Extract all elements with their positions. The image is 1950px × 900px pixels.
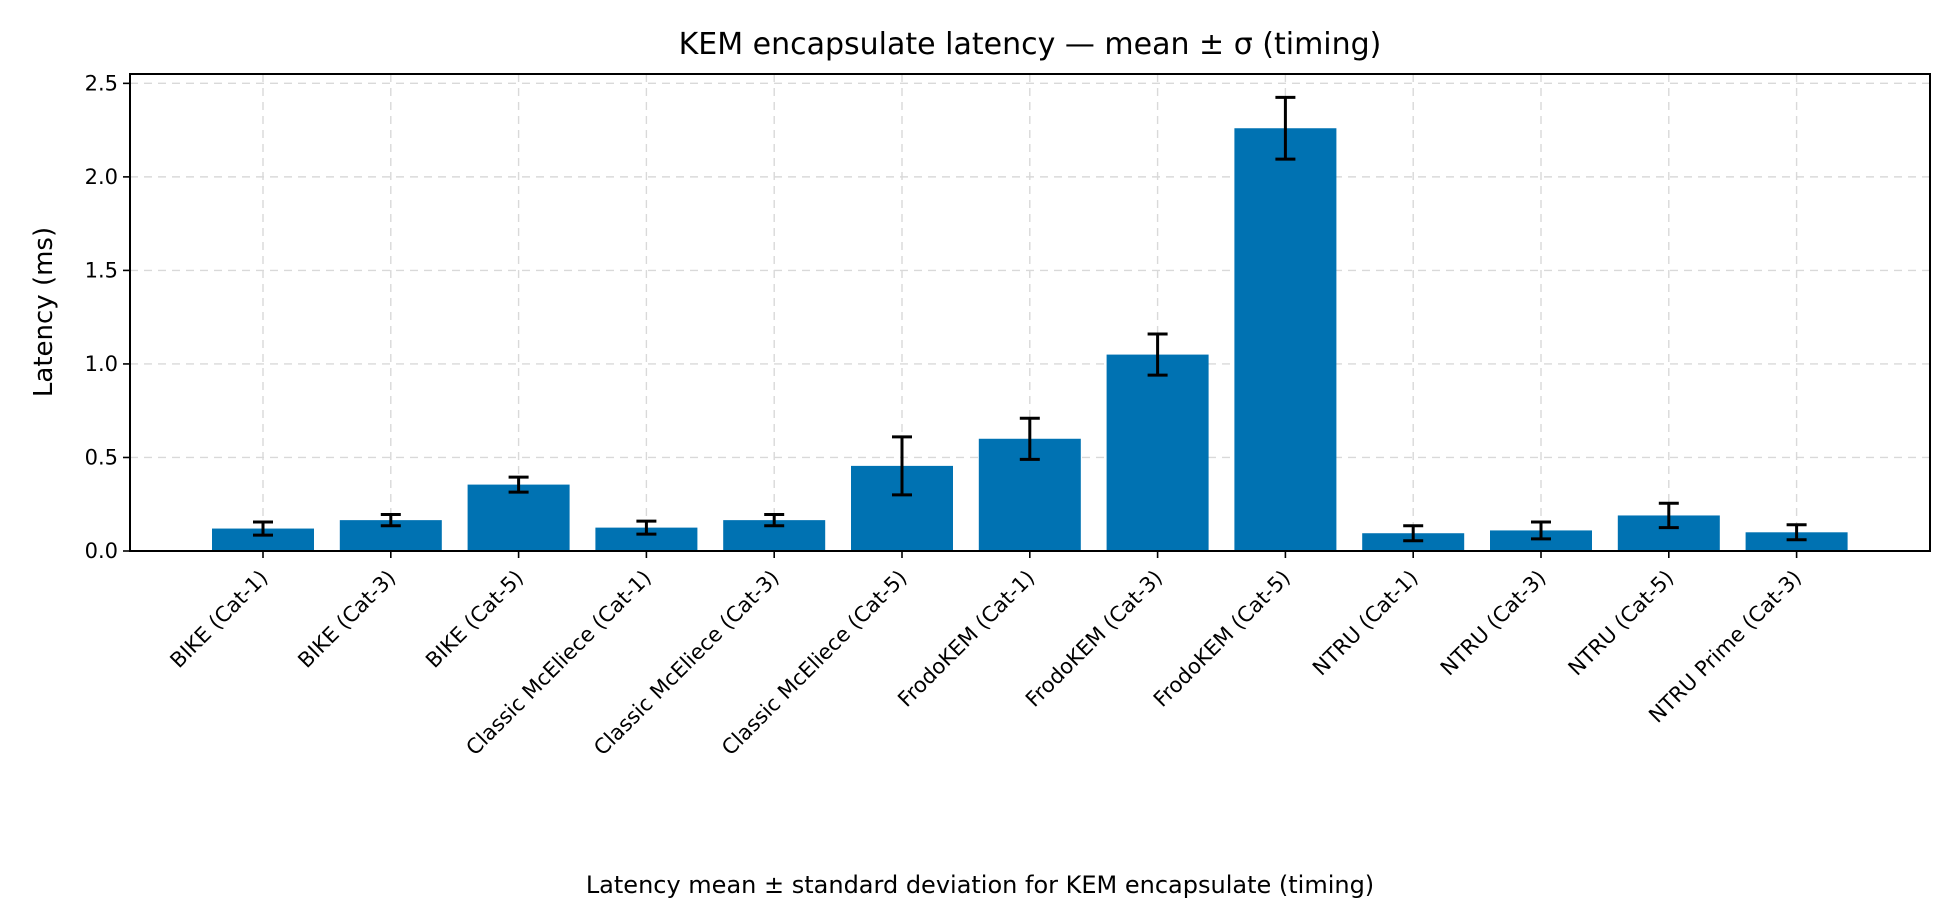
chart-caption: Latency mean ± standard deviation for KE…	[586, 871, 1374, 899]
error-bar	[1275, 95, 1296, 161]
y-tick-label: 1.5	[85, 258, 118, 282]
x-tick-label: BIKE (Cat-1)	[165, 566, 272, 673]
x-tick-label: FrodoKEM (Cat-5)	[1149, 566, 1295, 712]
error-bar	[764, 513, 785, 528]
error-bar	[1658, 501, 1679, 530]
error-bar	[380, 513, 401, 528]
bars	[212, 128, 1848, 551]
error-bar	[1147, 332, 1168, 377]
error-bar	[253, 520, 273, 537]
x-tick-label: BIKE (Cat-5)	[421, 566, 528, 673]
x-axis-ticks: BIKE (Cat-1) BIKE (Cat-3) BIKE (Cat-5)Clas…	[165, 551, 1806, 760]
error-bars	[253, 95, 1807, 543]
x-tick-label: NTRU (Cat-1)	[1308, 566, 1423, 681]
bar	[1234, 128, 1337, 551]
x-tick-label: NTRU (Cat-5)	[1564, 566, 1679, 681]
y-axis-label: Latency (ms)	[29, 227, 59, 397]
x-tick-label: FrodoKEM (Cat-3)	[1021, 566, 1167, 712]
bar	[212, 528, 314, 551]
error-bar	[1019, 416, 1040, 461]
bar	[1106, 354, 1209, 551]
bar	[1490, 530, 1592, 551]
error-bar	[1403, 524, 1424, 543]
bar	[1745, 532, 1848, 551]
x-tick-label: BIKE (Cat-3)	[293, 566, 400, 673]
chart-title: KEM encapsulate latency — mean ± σ (timi…	[679, 27, 1382, 62]
error-bar	[508, 475, 529, 494]
y-tick-label: 2.0	[85, 165, 118, 189]
error-bar	[636, 519, 657, 536]
x-tick-label: FrodoKEM (Cat-1)	[893, 566, 1039, 712]
y-tick-label: 1.0	[85, 352, 118, 376]
bar	[595, 527, 698, 551]
error-bar	[1531, 520, 1551, 541]
error-bar	[892, 435, 912, 497]
y-tick-label: 2.5	[85, 71, 118, 95]
x-tick-label: NTRU (Cat-3)	[1436, 566, 1551, 681]
y-axis-ticks: 0.0 0.5 1.0 1.5 2.0 2.5	[85, 71, 130, 563]
error-bar	[1786, 523, 1807, 542]
bar	[467, 484, 570, 551]
y-tick-label: 0.0	[85, 539, 118, 563]
y-tick-label: 0.5	[85, 445, 118, 469]
